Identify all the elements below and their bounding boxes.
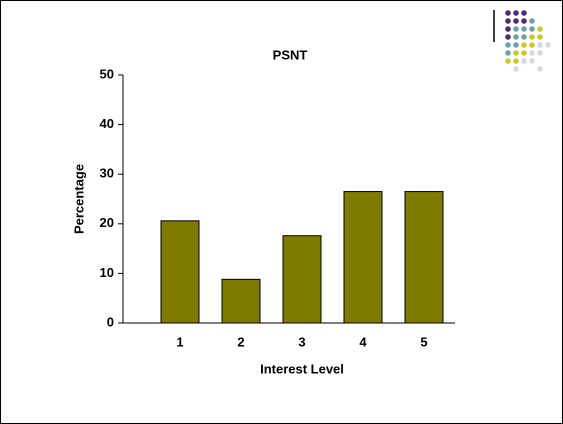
bar (160, 220, 200, 324)
bar (221, 278, 261, 324)
x-axis-label: Interest Level (260, 361, 344, 376)
y-tick-label: 50 (100, 66, 114, 81)
bar (343, 191, 383, 324)
y-tick-label: 30 (100, 166, 114, 181)
x-tick-label: 3 (298, 334, 305, 349)
x-tick-label: 4 (359, 334, 367, 349)
y-tick-label: 20 (100, 215, 114, 230)
bar (282, 235, 322, 324)
y-tick-label: 0 (107, 314, 114, 329)
y-tick-label: 10 (100, 265, 114, 280)
y-tick-label: 40 (100, 116, 114, 131)
chart-title: PSNT (273, 47, 308, 62)
x-tick-label: 1 (176, 334, 183, 349)
x-tick-label: 5 (420, 334, 427, 349)
y-axis-label: Percentage (71, 164, 86, 234)
decor-dots (505, 10, 551, 72)
bar (404, 191, 444, 324)
x-tick-label: 2 (237, 334, 244, 349)
